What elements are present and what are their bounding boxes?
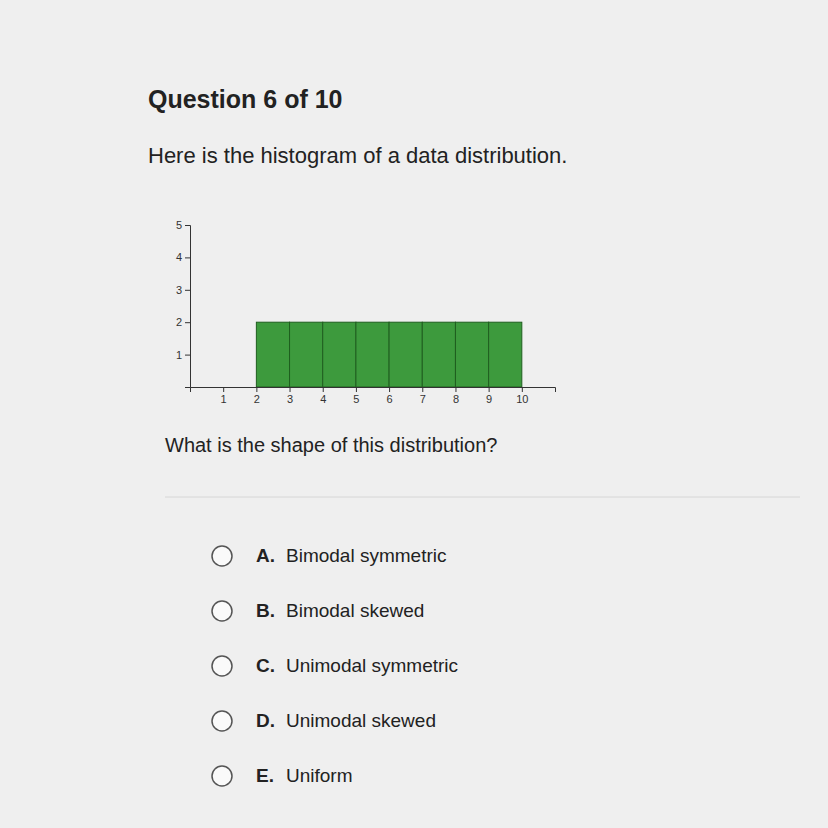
tick: 6 [387, 387, 393, 405]
prompt: Here is the histogram of a data distribu… [148, 143, 567, 168]
tick-mark [455, 387, 456, 392]
option-text: Bimodal symmetric [286, 545, 446, 566]
tick-mark [323, 387, 324, 392]
tick-mark [185, 290, 190, 291]
separator [165, 497, 800, 498]
tick-label: 5 [176, 219, 182, 231]
tick-label: 8 [453, 393, 459, 405]
title: Question 6 of 10 [148, 85, 342, 113]
tick-label: 3 [176, 284, 182, 296]
tick-label: 9 [486, 393, 492, 405]
tick-label: 2 [254, 393, 260, 405]
page: Question 6 of 10 Here is the histogram of… [0, 0, 828, 828]
tick: 5 [176, 219, 190, 231]
tick-label: 4 [176, 251, 182, 263]
tick-label: 10 [516, 393, 528, 405]
tick-mark [185, 322, 190, 323]
option-letter: B. [256, 600, 275, 621]
tick: 1 [221, 387, 227, 405]
tick-label: 4 [320, 393, 326, 405]
tick: 4 [176, 251, 190, 263]
bar [356, 322, 389, 387]
question: What is the shape of this distribution? [165, 434, 497, 456]
tick: 9 [486, 387, 492, 405]
x-axis: 1 2 3 4 5 6 7 8 9 10 [191, 387, 556, 405]
tick: 5 [353, 387, 359, 405]
tick-mark [185, 225, 190, 226]
option[interactable]: E. Uniform [212, 765, 353, 786]
tick: 3 [287, 387, 293, 405]
bars [256, 322, 521, 387]
tick-mark [223, 387, 224, 392]
option-text: Bimodal skewed [286, 600, 424, 621]
options: A. Bimodal symmetric B. Bimodal skewed C. Uni… [212, 545, 458, 786]
background [0, 0, 828, 828]
tick-mark [356, 387, 357, 392]
radio-button[interactable] [212, 656, 232, 676]
radio-button[interactable] [212, 546, 232, 566]
bar [422, 322, 455, 387]
y-axis: 1 2 3 4 5 [176, 219, 191, 387]
tick: 7 [420, 387, 426, 405]
tick-mark [422, 387, 423, 392]
tick-label: 2 [176, 316, 182, 328]
tick: 1 [176, 349, 190, 361]
option[interactable]: B. Bimodal skewed [212, 600, 424, 621]
tick: 2 [176, 316, 190, 328]
tick-mark [185, 355, 190, 356]
bar [323, 322, 356, 387]
bar [256, 322, 289, 387]
tick-label: 1 [221, 393, 227, 405]
tick: 8 [453, 387, 459, 405]
tick-mark [522, 387, 523, 392]
chart: 1 2 3 4 5 1 2 3 4 5 6 7 8 9 10 [176, 219, 556, 405]
tick-mark [489, 387, 490, 392]
axis-line [185, 226, 191, 388]
option[interactable]: C. Unimodal symmetric [212, 655, 458, 676]
tick-mark [185, 257, 190, 258]
radio-button[interactable] [212, 766, 232, 786]
tick-label: 6 [387, 393, 393, 405]
tick-label: 1 [176, 349, 182, 361]
tick-mark [290, 387, 291, 392]
option-letter: A. [256, 545, 275, 566]
option-letter: D. [256, 710, 275, 731]
bar [489, 322, 522, 387]
radio-button[interactable] [212, 711, 232, 731]
bar [455, 322, 488, 387]
option-text: Uniform [286, 765, 353, 786]
bar [290, 322, 323, 387]
tick: 10 [516, 387, 528, 405]
radio-button[interactable] [212, 601, 232, 621]
tick-mark [389, 387, 390, 392]
tick-mark [256, 387, 257, 392]
tick: 2 [254, 387, 260, 405]
tick-label: 3 [287, 393, 293, 405]
tick: 4 [320, 387, 326, 405]
option-letter: C. [256, 655, 275, 676]
tick-label: 5 [353, 393, 359, 405]
option[interactable]: A. Bimodal symmetric [212, 545, 446, 566]
tick: 3 [176, 284, 190, 296]
option[interactable]: D. Unimodal skewed [212, 710, 436, 731]
option-text: Unimodal symmetric [286, 655, 458, 676]
axis-line [191, 388, 556, 393]
tick-label: 7 [420, 393, 426, 405]
option-letter: E. [256, 765, 274, 786]
bar [389, 322, 422, 387]
option-text: Unimodal skewed [286, 710, 436, 731]
